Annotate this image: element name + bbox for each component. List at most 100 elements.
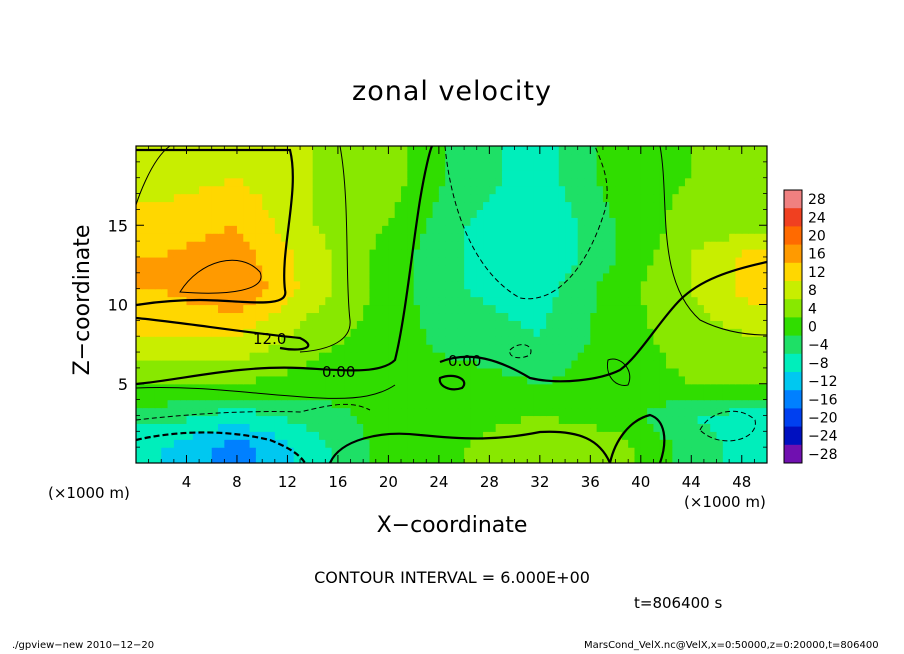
heat-cell (546, 264, 554, 274)
heat-cell (464, 241, 472, 250)
heat-cell (609, 320, 617, 329)
heat-cell (337, 217, 345, 226)
heat-cell (647, 146, 655, 155)
heat-cell (710, 288, 718, 298)
heat-cell (199, 161, 207, 171)
heat-cell (514, 241, 522, 250)
heat-cell (558, 312, 566, 321)
heat-cell (432, 256, 440, 266)
heat-cell (375, 169, 383, 179)
heat-cell (710, 161, 718, 171)
heat-cell (167, 312, 175, 321)
heat-cell (457, 407, 465, 417)
heat-cell (230, 415, 238, 424)
heat-cell (306, 185, 314, 195)
heat-cell (401, 249, 408, 258)
heat-cell (369, 169, 377, 179)
colorbar-label: 28 (808, 192, 826, 208)
heat-cell (236, 304, 244, 314)
heat-cell (274, 280, 282, 290)
heat-cell (407, 201, 415, 210)
heat-cell (388, 146, 396, 155)
heat-cell (268, 256, 276, 266)
heat-cell (748, 185, 755, 195)
heat-cell (539, 249, 547, 258)
heat-cell (356, 383, 364, 393)
heat-cell (546, 320, 554, 329)
heat-cell (230, 407, 238, 417)
heat-cell (300, 328, 307, 337)
heat-cell (520, 217, 528, 226)
heat-cell (413, 272, 421, 282)
heat-cell (621, 352, 629, 361)
heat-cell (312, 209, 320, 218)
heat-cell (199, 241, 207, 250)
heat-cell (672, 391, 680, 401)
heat-cell (533, 241, 541, 250)
heat-cell (615, 431, 623, 440)
heat-cell (615, 146, 623, 155)
colorbar-swatch (784, 244, 802, 264)
heat-cell (552, 328, 560, 337)
colorbar-label: 4 (808, 301, 817, 317)
heat-cell (407, 233, 415, 242)
heat-cell (457, 241, 465, 250)
heat-cell (760, 288, 767, 298)
heat-cell (628, 407, 636, 417)
heat-cell (760, 328, 767, 337)
heat-cell (697, 201, 705, 210)
heat-cell (274, 304, 282, 314)
heat-cell (508, 407, 516, 417)
heat-cell (489, 225, 497, 234)
heat-cell (653, 146, 661, 155)
heat-cell (634, 383, 642, 393)
heat-cell (375, 288, 383, 298)
heat-cell (527, 185, 535, 195)
heat-cell (495, 423, 503, 432)
heat-cell (539, 328, 547, 337)
heat-cell (495, 383, 503, 393)
heat-cell (571, 320, 579, 329)
heat-cell (514, 153, 522, 163)
heat-cell (716, 225, 724, 234)
heat-cell (533, 312, 541, 321)
heat-cell (344, 407, 352, 417)
heat-cell (230, 209, 238, 218)
heat-cell (508, 233, 516, 242)
heat-cell (754, 447, 762, 456)
heat-cell (703, 423, 711, 432)
heat-cell (142, 296, 150, 306)
heat-cell (647, 391, 655, 401)
heat-cell (243, 169, 251, 179)
heat-cell (369, 201, 377, 210)
heat-cell (533, 336, 541, 345)
heat-cell (571, 201, 579, 210)
heat-cell (161, 344, 169, 353)
heat-cell (451, 423, 459, 432)
heat-cell (539, 241, 547, 250)
heat-cell (666, 225, 673, 234)
heat-cell (552, 399, 560, 409)
heat-cell (186, 201, 194, 210)
heat-cell (716, 280, 724, 290)
heat-cell (325, 344, 333, 353)
heat-cell (438, 423, 446, 432)
heat-cell (647, 233, 655, 242)
heat-cell (205, 344, 213, 353)
heat-cell (451, 241, 459, 250)
heat-cell (142, 304, 150, 314)
heat-cell (293, 288, 301, 298)
heat-cell (609, 272, 617, 282)
heat-cell (186, 455, 194, 463)
heat-cell (148, 153, 156, 163)
heat-cell (558, 209, 566, 218)
heat-cell (262, 415, 270, 424)
heat-cell (539, 233, 547, 242)
heat-cell (722, 399, 730, 409)
heat-cell (615, 217, 623, 226)
heat-cell (186, 367, 194, 377)
heat-cell (388, 264, 396, 274)
heat-cell (634, 423, 642, 432)
heat-cell (426, 399, 434, 409)
heat-cell (154, 272, 162, 282)
